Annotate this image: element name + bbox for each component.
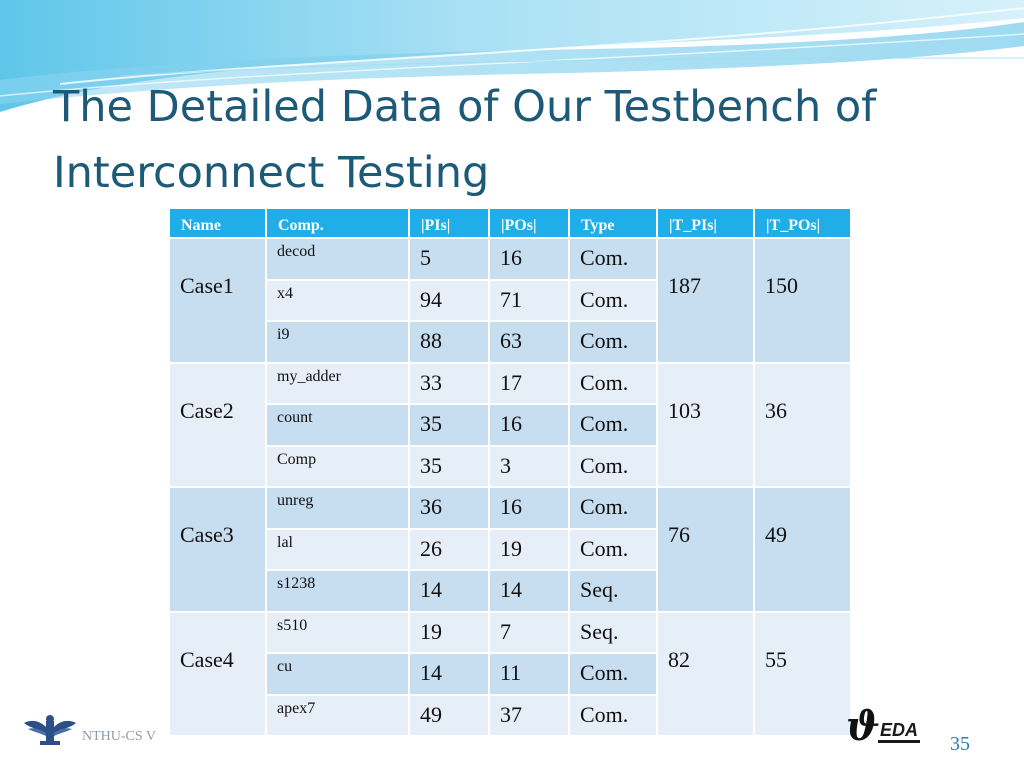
- slide-title: The Detailed Data of Our Testbench of In…: [53, 74, 1013, 206]
- type-cell: Com.: [568, 444, 658, 488]
- type-cell: Seq.: [568, 610, 658, 654]
- pos-cell: 3: [488, 444, 570, 488]
- table-row: lal 26 19 Com.: [169, 527, 851, 571]
- t-pis-cell: 187: [656, 237, 755, 364]
- table-row: i9 88 63 Com.: [169, 320, 851, 364]
- header-comp: Comp.: [265, 207, 410, 239]
- pis-cell: 36: [408, 486, 490, 530]
- pos-cell: 16: [488, 486, 570, 530]
- testbench-data-table: Name Comp. |PIs| |POs| Type |T_PIs| |T_P…: [168, 207, 852, 737]
- slide-title-line-2: Interconnect Testing: [53, 148, 490, 198]
- type-cell: Com.: [568, 652, 658, 696]
- t-pos-cell: 49: [753, 486, 852, 613]
- header-pis: |PIs|: [408, 207, 490, 239]
- type-cell: Com.: [568, 403, 658, 447]
- table-row: x4 94 71 Com.: [169, 278, 851, 322]
- type-cell: Com.: [568, 237, 658, 281]
- comp-cell: i9: [265, 320, 410, 364]
- table-row: Case1 decod 5 16 Com. 187 150: [168, 237, 852, 364]
- header-type: Type: [568, 207, 658, 239]
- slide-title-line-1: The Detailed Data of Our Testbench of: [53, 82, 877, 132]
- pis-cell: 88: [408, 320, 490, 364]
- pis-cell: 26: [408, 527, 490, 571]
- table-row: Case3 unreg 36 16 Com. 76 49: [168, 486, 852, 613]
- pos-cell: 16: [488, 237, 570, 281]
- pos-cell: 17: [488, 361, 570, 405]
- type-cell: Com.: [568, 320, 658, 364]
- t-pis-cell: 103: [656, 361, 755, 488]
- t-pos-cell: 55: [753, 610, 852, 737]
- comp-cell: unreg: [265, 486, 410, 530]
- table-row: Case4 s510 19 7 Seq. 82 55: [168, 610, 852, 737]
- pis-cell: 94: [408, 278, 490, 322]
- pos-cell: 7: [488, 610, 570, 654]
- pis-cell: 49: [408, 693, 490, 737]
- table-row: Comp 35 3 Com.: [169, 444, 851, 488]
- header-t-pos: |T_POs|: [753, 207, 852, 239]
- case-name: Case4: [168, 610, 267, 737]
- case-name: Case3: [168, 486, 267, 613]
- header-name: Name: [168, 207, 267, 239]
- eda-logo-text: EDA: [878, 720, 921, 743]
- comp-cell: my_adder: [265, 361, 410, 405]
- type-cell: Com.: [568, 361, 658, 405]
- t-pos-cell: 150: [753, 237, 852, 364]
- pis-cell: 5: [408, 237, 490, 281]
- footer-text: NTHU-CS V: [82, 729, 157, 744]
- pis-cell: 19: [408, 610, 490, 654]
- header-wave-decoration: [0, 0, 1024, 112]
- type-cell: Com.: [568, 486, 658, 530]
- pos-cell: 71: [488, 278, 570, 322]
- comp-cell: lal: [265, 527, 410, 571]
- pos-cell: 11: [488, 652, 570, 696]
- pis-cell: 35: [408, 444, 490, 488]
- case-name: Case2: [168, 361, 267, 488]
- type-cell: Com.: [568, 278, 658, 322]
- pos-cell: 37: [488, 693, 570, 737]
- pos-cell: 14: [488, 569, 570, 613]
- type-cell: Com.: [568, 693, 658, 737]
- pos-cell: 16: [488, 403, 570, 447]
- theta-logo-icon: ϑ: [846, 703, 880, 750]
- pis-cell: 33: [408, 361, 490, 405]
- table-header-row: Name Comp. |PIs| |POs| Type |T_PIs| |T_P…: [168, 207, 852, 239]
- table-row: apex7 49 37 Com.: [169, 693, 851, 737]
- table-row: Case2 my_adder 33 17 Com. 103 36: [168, 361, 852, 488]
- comp-cell: count: [265, 403, 410, 447]
- pos-cell: 63: [488, 320, 570, 364]
- nthu-eagle-logo-icon: [24, 715, 76, 745]
- pos-cell: 19: [488, 527, 570, 571]
- comp-cell: cu: [265, 652, 410, 696]
- t-pis-cell: 76: [656, 486, 755, 613]
- pis-cell: 14: [408, 569, 490, 613]
- header-t-pis: |T_PIs|: [656, 207, 755, 239]
- comp-cell: s1238: [265, 569, 410, 613]
- comp-cell: s510: [265, 610, 410, 654]
- comp-cell: decod: [265, 237, 410, 281]
- table-row: cu 14 11 Com.: [169, 652, 851, 696]
- type-cell: Com.: [568, 527, 658, 571]
- type-cell: Seq.: [568, 569, 658, 613]
- pis-cell: 14: [408, 652, 490, 696]
- comp-cell: apex7: [265, 693, 410, 737]
- pis-cell: 35: [408, 403, 490, 447]
- table-row: count 35 16 Com.: [169, 403, 851, 447]
- comp-cell: x4: [265, 278, 410, 322]
- header-pos: |POs|: [488, 207, 570, 239]
- t-pos-cell: 36: [753, 361, 852, 488]
- comp-cell: Comp: [265, 444, 410, 488]
- eda-logo: ϑ EDA: [846, 703, 932, 753]
- t-pis-cell: 82: [656, 610, 755, 737]
- case-name: Case1: [168, 237, 267, 364]
- page-number: 35: [950, 733, 970, 755]
- table-row: s1238 14 14 Seq.: [169, 569, 851, 613]
